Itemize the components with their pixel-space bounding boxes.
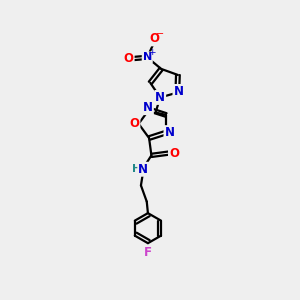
Text: −: − <box>155 28 164 39</box>
Text: N: N <box>143 101 153 114</box>
Text: H: H <box>132 164 141 174</box>
Text: O: O <box>130 117 140 130</box>
Text: O: O <box>124 52 134 65</box>
Text: O: O <box>149 32 159 45</box>
Text: F: F <box>144 246 152 259</box>
Text: N: N <box>173 85 183 98</box>
Text: N: N <box>164 126 175 139</box>
Text: +: + <box>148 48 155 57</box>
Text: N: N <box>142 52 152 62</box>
Text: N: N <box>138 163 148 176</box>
Text: N: N <box>155 91 165 104</box>
Text: O: O <box>169 147 179 160</box>
